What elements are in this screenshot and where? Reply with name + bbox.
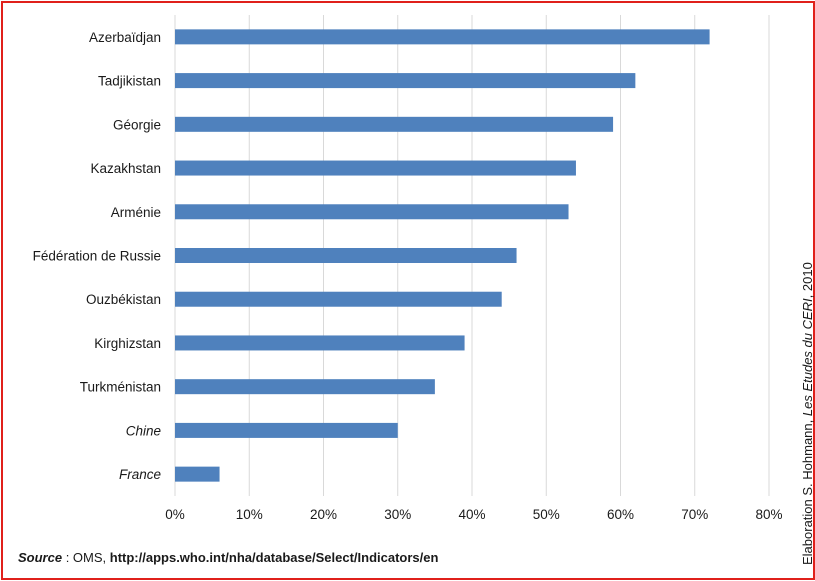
x-tick-label: 30% [384,507,411,522]
gridlines [174,15,770,496]
category-label: Tadjikistan [98,74,161,89]
category-label: Azerbaïdjan [89,30,161,45]
category-label: Turkménistan [80,380,161,395]
category-label: Géorgie [113,117,161,132]
bar [175,29,710,45]
x-tick-label: 60% [607,507,634,522]
x-axis-tick-labels: 0% 10% 20% 30% 40% 50% 60% 70% 80% [165,507,782,522]
category-label: Arménie [111,205,161,220]
bar [175,204,569,220]
credit-note: Elaboration S. Hohmann, Les Etudes du CE… [800,262,815,565]
category-label: Kazakhstan [90,161,161,176]
x-tick-label: 20% [310,507,337,522]
category-label: France [119,467,161,482]
bar [175,116,614,132]
credit-prefix: Elaboration S. Hohmann, [800,416,815,565]
bar [175,248,517,263]
source-note: Source : OMS, http://apps.who.int/nha/da… [18,550,438,565]
x-tick-label: 70% [681,507,708,522]
x-tick-label: 40% [458,507,485,522]
bars [175,29,710,482]
x-tick-label: 10% [236,507,263,522]
credit-suffix: , 2010 [800,262,815,299]
bar [175,291,502,307]
bar [175,73,636,89]
source-org: OMS, [72,550,110,565]
category-label: Chine [126,423,161,438]
bar [175,160,576,176]
category-label: Fédération de Russie [33,249,161,264]
source-label: Source [18,550,63,565]
bar [175,466,220,482]
category-label: Ouzbékistan [86,292,161,307]
source-separator: : [62,550,73,565]
credit-publication: Les Etudes du CERI [800,298,815,417]
x-tick-label: 0% [165,507,185,522]
x-tick-label: 80% [755,507,782,522]
category-labels: Azerbaïdjan Tadjikistan Géorgie Kazakhstan A… [33,30,161,482]
x-tick-label: 50% [533,507,560,522]
bar [175,379,435,395]
bar [175,422,398,438]
category-label: Kirghizstan [94,336,161,351]
bar [175,335,465,351]
source-url: http://apps.who.int/nha/database/Select/… [109,550,439,565]
